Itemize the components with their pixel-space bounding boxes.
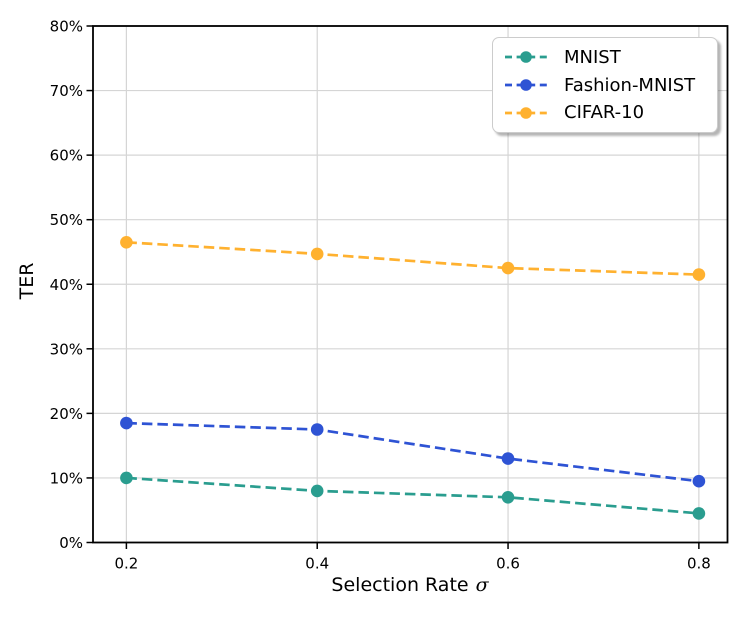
legend-line-sample [505,79,547,91]
legend-line-sample [505,106,547,119]
data-point [120,236,133,249]
y-tick-label: 20% [50,405,83,423]
series-line [126,476,700,515]
legend: MNIST Fashion-MNIST CIFAR-10 [492,37,718,133]
y-tick-label: 50% [50,211,83,229]
x-axis-label-symbol: σ [475,574,489,596]
series-fashion-mnist [120,416,706,488]
x-tick-label: 0.2 [114,555,138,573]
legend-sample-marker [520,106,532,119]
series-cifar-10 [120,236,706,281]
legend-label: MNIST [564,46,621,68]
legend-sample-marker [520,51,532,64]
y-axis-label: TER [16,262,38,300]
y-tick-label: 70% [50,82,83,100]
legend-label: Fashion-MNIST [564,74,696,96]
data-point [310,423,324,436]
legend-item-fashion-mnist: Fashion-MNIST [503,75,707,96]
series-line [126,240,699,276]
x-tick-label: 0.8 [687,555,711,573]
legend-sample-marker [520,79,532,91]
series-line [126,421,700,483]
data-point [692,268,706,281]
series-mnist [120,471,706,520]
y-tick-label: 40% [50,276,83,294]
x-tick-label: 0.6 [496,555,520,573]
data-point [120,416,133,430]
y-tick-label: 30% [50,340,83,358]
data-point [692,507,706,520]
legend-label: CIFAR-10 [564,102,645,124]
legend-item-mnist: MNIST [503,47,707,68]
data-point [501,261,515,275]
plot-border [92,25,729,544]
data-point [120,471,133,485]
x-axis-label: Selection Rate σ [331,574,488,596]
data-point [692,474,706,488]
axis-ticks: 0.2 0.4 0.6 0.8 0% 10% 20% 30% 40% 50% 60% 70% 80% [50,18,711,573]
x-axis-label-text: Selection Rate [331,574,469,596]
data-point [501,452,515,465]
data-point [310,484,324,498]
y-tick-label: 60% [50,147,83,165]
y-tick-label: 10% [50,469,83,487]
y-tick-label: 0% [59,534,83,552]
data-point [501,491,515,504]
y-tick-label: 80% [50,18,83,36]
data-point [310,247,324,261]
x-tick-label: 0.4 [305,555,329,573]
legend-line-sample [505,51,547,64]
legend-item-cifar-10: CIFAR-10 [503,102,707,123]
